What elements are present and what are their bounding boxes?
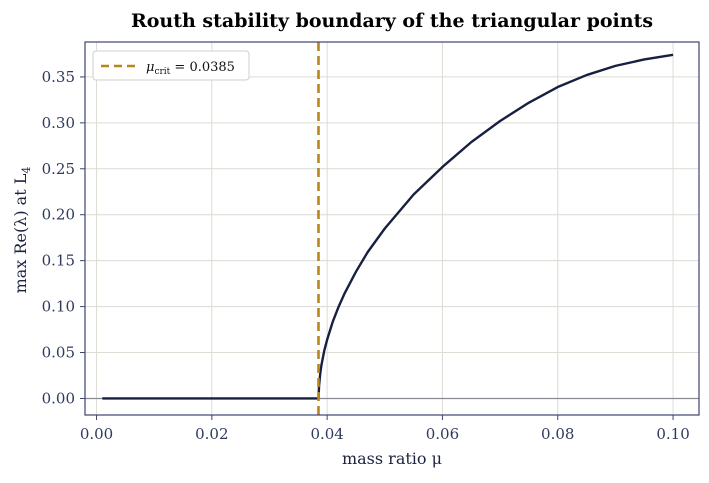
y-tick-label: 0.10 bbox=[42, 298, 75, 316]
y-tick-label: 0.15 bbox=[42, 252, 75, 270]
series-layer bbox=[85, 42, 699, 415]
y-tick-label: 0.25 bbox=[42, 160, 75, 178]
x-tick-label: 0.08 bbox=[541, 425, 574, 443]
y-axis-label: max Re(λ) at L4 bbox=[11, 167, 33, 294]
chart-title: Routh stability boundary of the triangul… bbox=[131, 10, 653, 32]
x-tick-label: 0.06 bbox=[426, 425, 459, 443]
legend-value: = 0.0385 bbox=[170, 60, 235, 75]
y-tick-label: 0.05 bbox=[42, 344, 75, 362]
ticks: 0.00 0.02 0.04 0.06 0.08 0.10 0.00 0.05 0.10 0.15… bbox=[42, 68, 690, 443]
y-tick-label: 0.30 bbox=[42, 114, 75, 132]
legend-box bbox=[92, 50, 250, 81]
y-axis-label-subscript: 4 bbox=[20, 167, 33, 174]
y-axis-label-main: max Re(λ) at L bbox=[11, 173, 30, 293]
legend-symbol: μ bbox=[146, 60, 154, 75]
y-tick-label: 0.20 bbox=[42, 206, 75, 224]
legend: μcrit = 0.0385 bbox=[92, 50, 250, 81]
x-axis-label: mass ratio μ bbox=[342, 449, 442, 468]
y-tick-label: 0.35 bbox=[42, 68, 75, 86]
x-tick-label: 0.00 bbox=[80, 425, 113, 443]
x-tick-label: 0.02 bbox=[195, 425, 228, 443]
x-tick-label: 0.10 bbox=[656, 425, 689, 443]
legend-subscript: crit bbox=[154, 67, 170, 77]
y-tick-label: 0.00 bbox=[42, 389, 75, 407]
series-line bbox=[102, 53, 674, 400]
legend-label-critical: μcrit = 0.0385 bbox=[146, 60, 235, 77]
grid bbox=[85, 42, 699, 415]
x-tick-label: 0.04 bbox=[310, 425, 343, 443]
plot-frame bbox=[84, 41, 700, 416]
